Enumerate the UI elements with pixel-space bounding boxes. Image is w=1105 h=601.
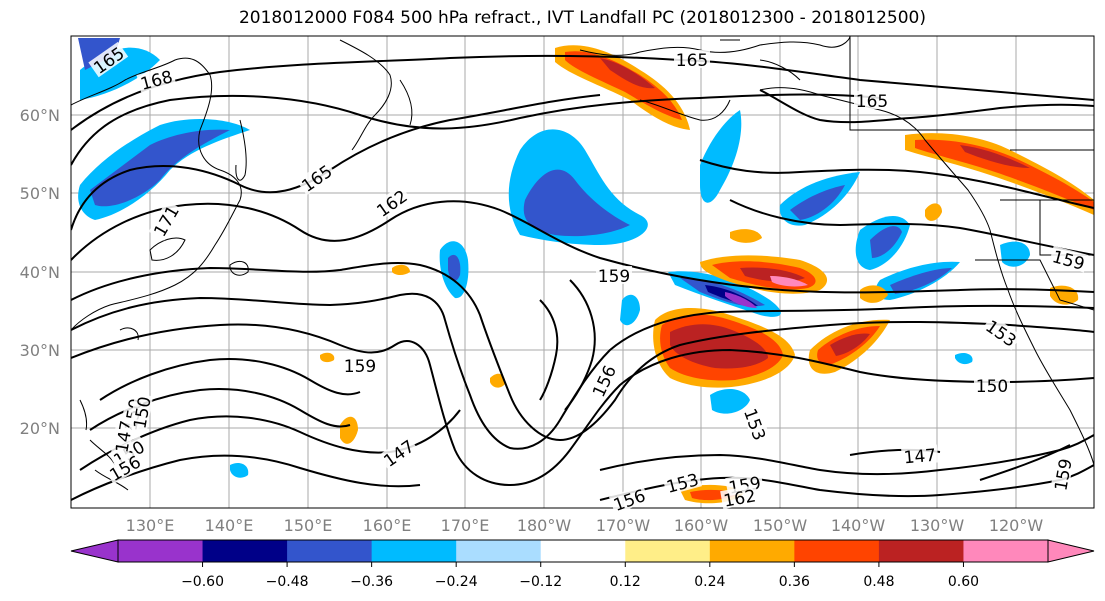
longitude-tick-label: 150°E [284, 516, 333, 535]
longitude-tick-label: 130°E [126, 516, 175, 535]
colorbar-segment [287, 540, 373, 562]
colorbar-outline [117, 539, 1049, 563]
colorbar-tick-label: −0.12 [519, 574, 562, 590]
colorbar-tick-label: 0.48 [863, 574, 894, 590]
longitude-tick-label: 170°E [441, 516, 490, 535]
colorbar-segment [963, 540, 1049, 562]
colorbar-segment [709, 540, 795, 562]
longitude-tick-label: 140°E [205, 516, 254, 535]
colorbar-segment [794, 540, 880, 562]
colorbar-segment [118, 540, 204, 562]
longitude-tick-label: 160°E [363, 516, 412, 535]
colorbar-tick-label: −0.24 [435, 574, 478, 590]
colorbar-segment [456, 540, 542, 562]
colorbar-tick-label: −0.36 [350, 574, 393, 590]
contour-label: 147 [903, 446, 937, 469]
latitude-tick-label: 60°N [20, 106, 60, 125]
colorbar-segment [202, 540, 288, 562]
contour-label: 165 [856, 92, 888, 112]
coastlines [71, 36, 1094, 491]
contour-label: 165 [676, 51, 708, 71]
colorbar-segment [878, 540, 964, 562]
negative-pc-shading [78, 38, 1030, 478]
colorbar-segment [625, 540, 711, 562]
colorbar-tick-label: −0.48 [266, 574, 309, 590]
colorbar-extend-min [70, 539, 119, 563]
latitude-tick-label: 30°N [20, 341, 60, 360]
longitude-tick-label: 140°W [831, 516, 886, 535]
contour-label: 159 [598, 267, 630, 287]
colorbar-segment [540, 540, 626, 562]
colorbar: −0.60 −0.48 −0.36 −0.24 −0.12 0.12 0.24 0.36 0.4… [70, 539, 1095, 590]
longitude-tick-label: 160°W [674, 516, 729, 535]
contour-label: 159 [344, 357, 376, 377]
map-title: 2018012000 F084 500 hPa refract., IVT La… [238, 8, 926, 28]
map-frame [70, 35, 1095, 509]
longitude-ticks: 130°E 140°E 150°E 160°E 170°E 180°W 170°W 160°W… [126, 516, 1044, 535]
longitude-tick-label: 130°W [910, 516, 965, 535]
contour-label: 150 [976, 377, 1008, 397]
longitude-tick-label: 170°W [596, 516, 651, 535]
longitude-tick-label: 120°W [989, 516, 1044, 535]
latitude-tick-label: 50°N [20, 184, 60, 203]
refractivity-contours [71, 54, 1094, 501]
longitude-tick-label: 180°W [517, 516, 572, 535]
colorbar-segment [371, 540, 457, 562]
latitude-ticks: 60°N 50°N 40°N 30°N 20°N [20, 106, 60, 438]
colorbar-extend-max [1047, 539, 1095, 563]
colorbar-tick-label: 0.60 [948, 574, 979, 590]
colorbar-tick-label: 0.36 [779, 574, 810, 590]
colorbar-tick-label: 0.24 [694, 574, 725, 590]
colorbar-tick-label: −0.60 [181, 574, 224, 590]
latitude-tick-label: 40°N [20, 263, 60, 282]
longitude-tick-label: 150°W [753, 516, 808, 535]
colorbar-tick-label: 0.12 [610, 574, 641, 590]
latitude-tick-label: 20°N [20, 419, 60, 438]
